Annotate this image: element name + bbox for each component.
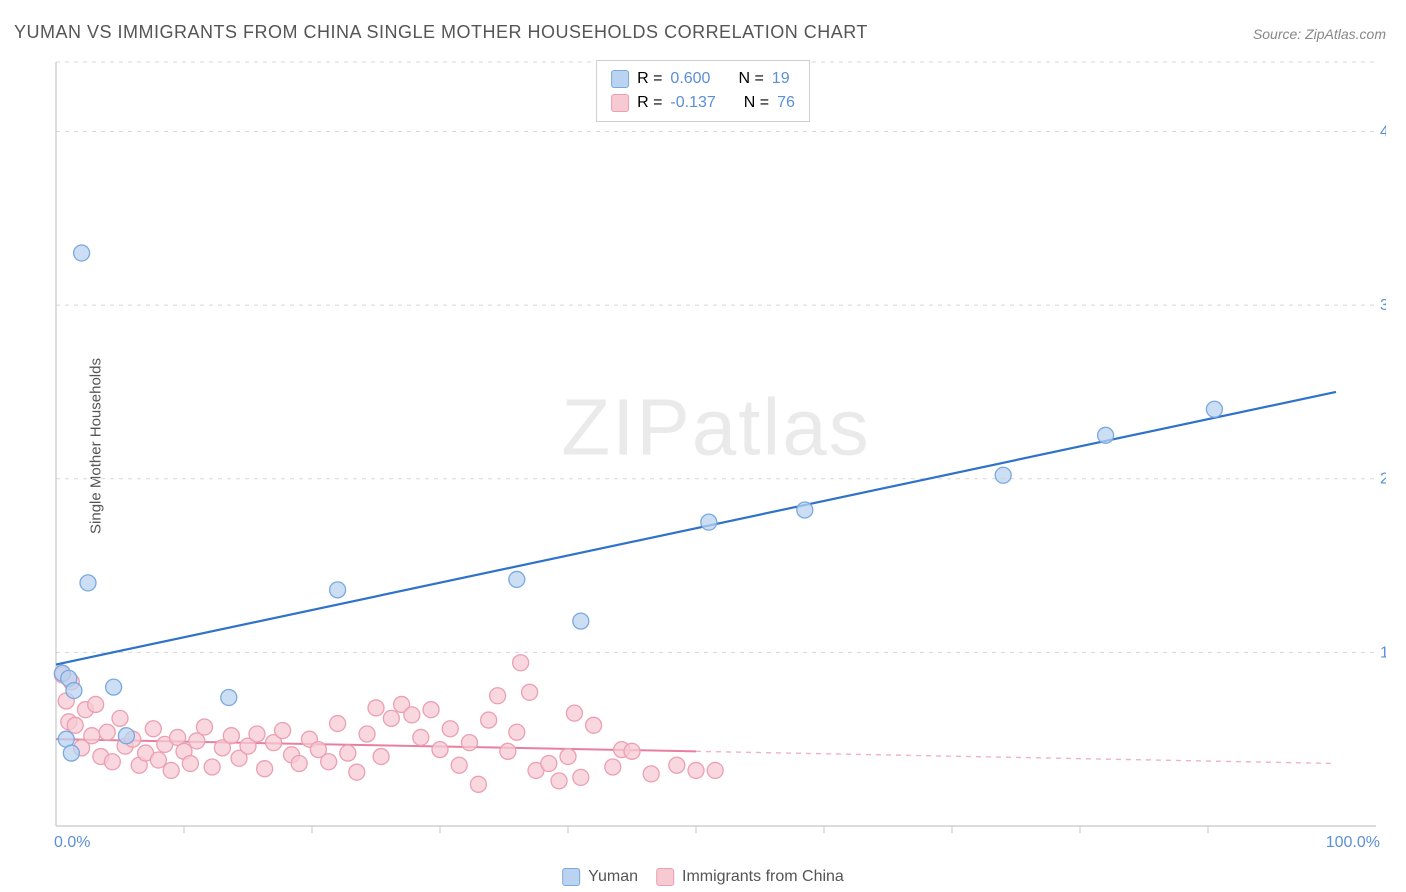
chart-title: YUMAN VS IMMIGRANTS FROM CHINA SINGLE MO… xyxy=(14,22,868,43)
scatter-chart: 10.0% 20.0% 30.0% 40.0% xyxy=(46,56,1386,836)
legend-label-yuman: Yuman xyxy=(588,868,638,886)
legend-series: Yuman Immigrants from China xyxy=(562,868,844,886)
n-value-yuman: 19 xyxy=(772,70,790,88)
source-attribution: Source: ZipAtlas.com xyxy=(1253,26,1386,42)
r-value-china: -0.137 xyxy=(670,94,715,112)
n-label: N = xyxy=(744,94,769,112)
swatch-yuman xyxy=(562,868,580,886)
legend-stats: R = 0.600 N = 19 R = -0.137 N = 76 xyxy=(596,60,810,122)
axis-tick-label: 0.0% xyxy=(54,834,90,852)
r-label: R = xyxy=(637,70,662,88)
swatch-yuman xyxy=(611,70,629,88)
svg-text:40.0%: 40.0% xyxy=(1380,123,1386,140)
r-label: R = xyxy=(637,94,662,112)
svg-text:30.0%: 30.0% xyxy=(1380,297,1386,314)
legend-stats-row-1: R = 0.600 N = 19 xyxy=(611,67,795,91)
svg-text:10.0%: 10.0% xyxy=(1380,644,1386,661)
legend-label-china: Immigrants from China xyxy=(682,868,844,886)
swatch-china xyxy=(656,868,674,886)
legend-stats-row-2: R = -0.137 N = 76 xyxy=(611,91,795,115)
n-label: N = xyxy=(738,70,763,88)
n-value-china: 76 xyxy=(777,94,795,112)
swatch-china xyxy=(611,94,629,112)
r-value-yuman: 0.600 xyxy=(670,70,710,88)
legend-item-china: Immigrants from China xyxy=(656,868,844,886)
legend-item-yuman: Yuman xyxy=(562,868,638,886)
axis-tick-label: 100.0% xyxy=(1326,834,1380,852)
chart-area: 10.0%20.0%30.0%40.0% ZIPatlas xyxy=(46,56,1386,836)
svg-text:20.0%: 20.0% xyxy=(1380,471,1386,488)
